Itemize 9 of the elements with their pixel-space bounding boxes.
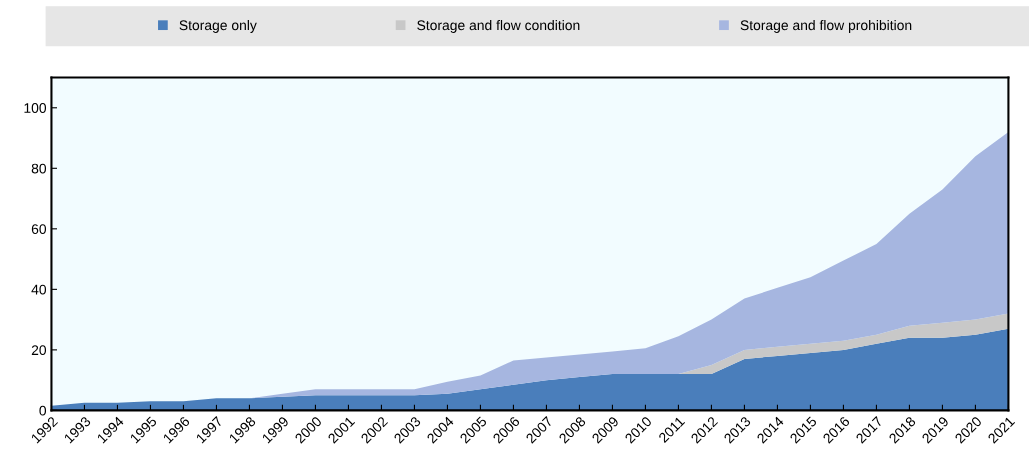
y-tick-label: 100 [24,103,47,113]
legend-label: Storage and flow condition [417,19,580,33]
y-tick-label: 80 [31,163,47,174]
legend-label: Storage and flow prohibition [740,19,912,33]
y-tick-label: 20 [31,345,47,356]
y-tick-label: 40 [31,284,47,295]
y-tick-label: 60 [31,224,47,234]
legend-label: Storage only [179,19,257,33]
y-tick-label: 0 [39,405,47,416]
